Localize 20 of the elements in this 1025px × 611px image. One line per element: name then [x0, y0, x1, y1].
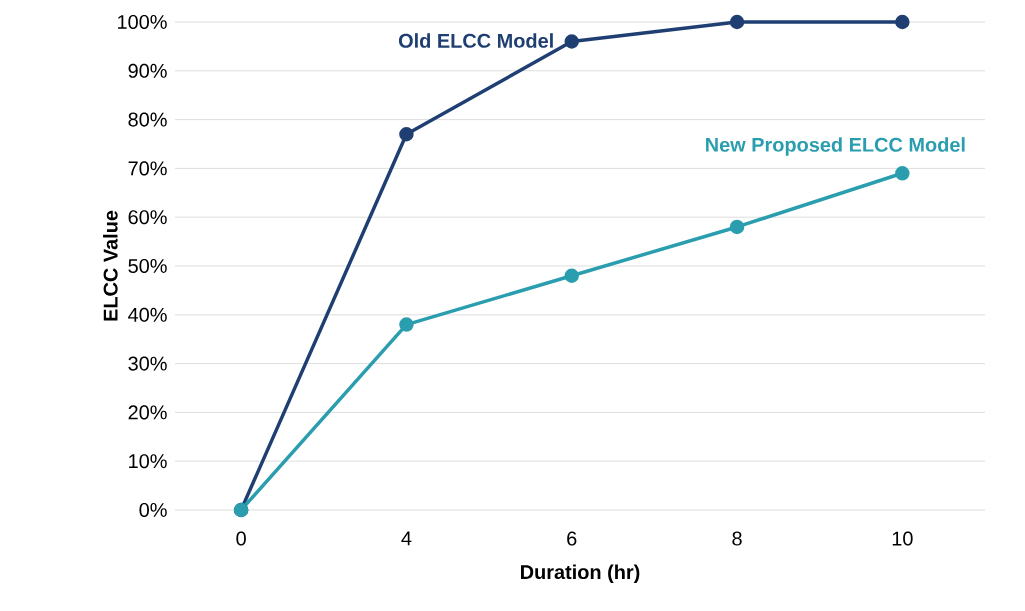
y-tick-label: 20%: [128, 405, 167, 420]
text: New Proposed ELCC Model: [706, 137, 965, 156]
y-tick-label: 40%: [128, 307, 167, 322]
x-tick-label: 10: [892, 531, 913, 546]
series-label: Old ELCC Model: [398, 33, 553, 48]
y-tick-label: 70%: [128, 161, 167, 176]
y-axis-title: ELCC Value: [103, 210, 118, 321]
x-tick-label: 8: [732, 531, 742, 546]
y-tick-label: 30%: [128, 356, 167, 371]
y-tick-label: 10%: [129, 454, 167, 469]
y-tick-label: 80%: [128, 112, 167, 127]
y-tick-label: 90%: [128, 63, 167, 78]
x-tick-label: 0: [236, 531, 246, 546]
x-axis-title: Duration (hr): [521, 564, 640, 584]
x-tick-label: 6: [567, 531, 577, 546]
y-tick-label: 100%: [118, 14, 167, 30]
y-tick-label: 50%: [128, 258, 167, 274]
x-tick-label: 4: [401, 531, 412, 546]
y-tick-label: 60%: [128, 210, 167, 225]
y-tick-label: 0%: [139, 502, 167, 518]
